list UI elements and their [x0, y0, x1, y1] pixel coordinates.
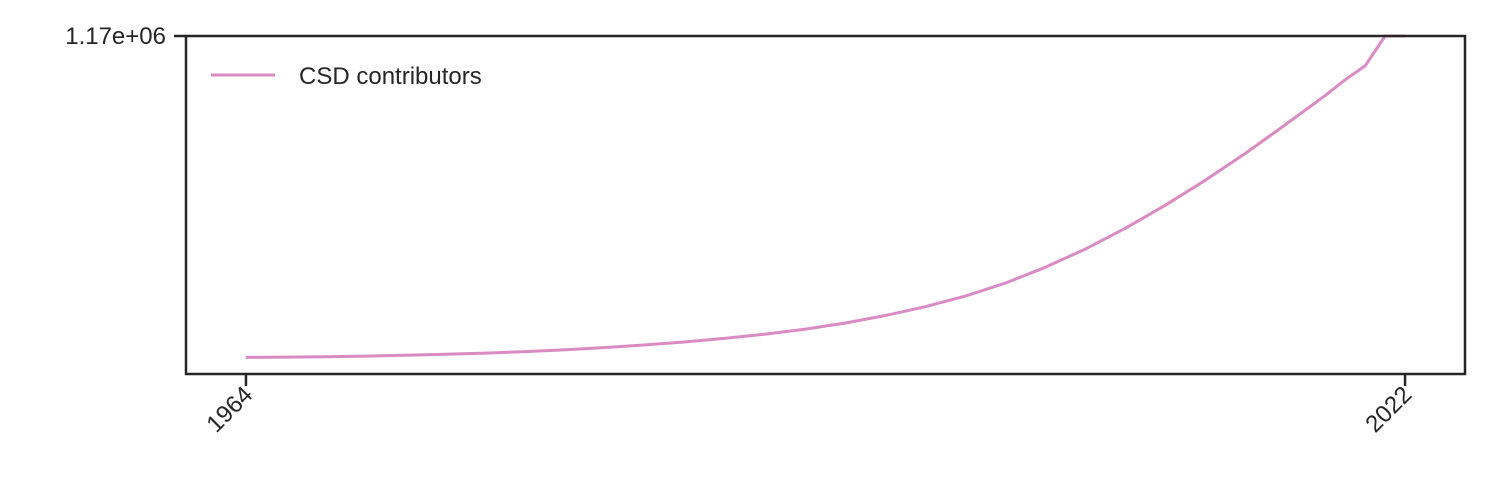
- legend: CSD contributors: [211, 63, 482, 90]
- axes-frame: [184, 34, 1467, 376]
- x-tick-label: 1964: [201, 381, 258, 438]
- series-layer: [245, 34, 1405, 359]
- series-line-csd-contributors: [245, 34, 1405, 359]
- legend-label-csd-contributors: CSD contributors: [299, 63, 482, 90]
- y-tick-label: 1.17e+06: [65, 23, 166, 50]
- x-tick-label: 2022: [1360, 381, 1417, 438]
- ticks-layer: 1964 2022 1.17e+06: [65, 23, 1417, 438]
